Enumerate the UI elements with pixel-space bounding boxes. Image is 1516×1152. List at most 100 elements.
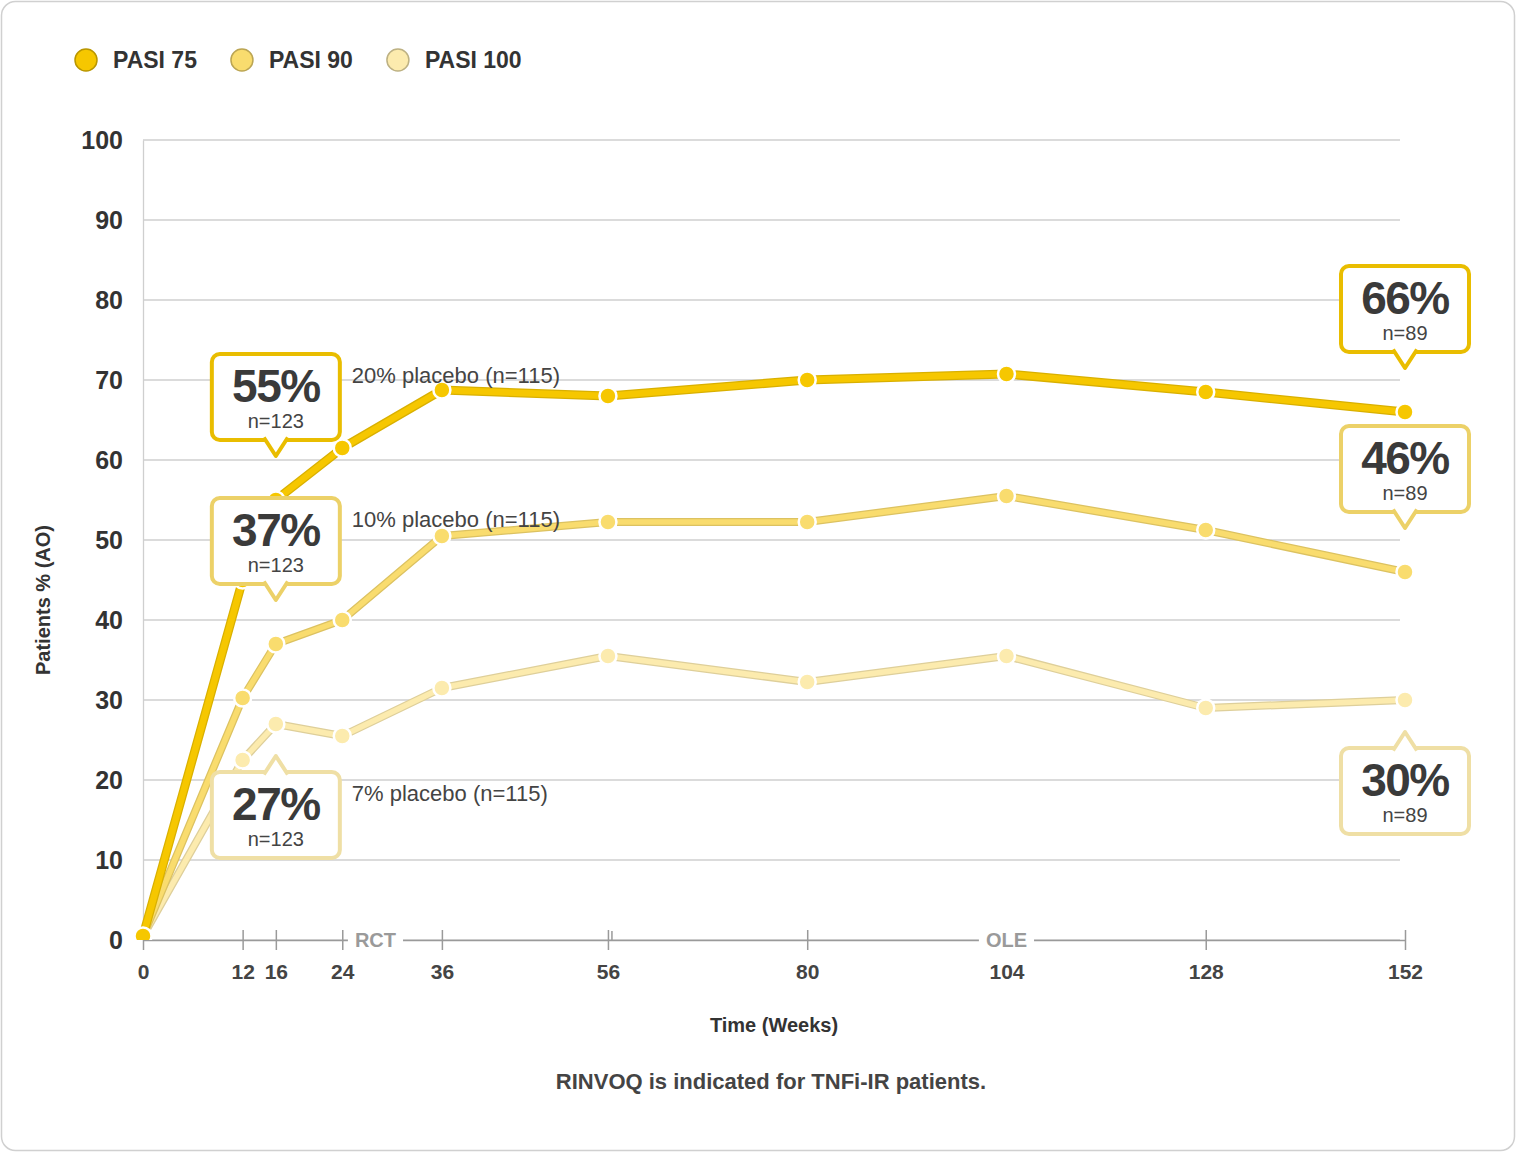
callout-box (1341, 426, 1469, 512)
series-marker (799, 372, 816, 389)
legend-item: PASI 100 (387, 47, 522, 73)
legend-item: PASI 90 (231, 47, 353, 73)
callout-n: n=89 (1382, 322, 1427, 344)
callout-pointer (264, 438, 288, 457)
legend-swatch (387, 49, 409, 71)
callout-label: 55% (232, 360, 320, 412)
callout-label: 66% (1361, 272, 1449, 324)
series (135, 648, 1414, 941)
y-tick-label: 70 (95, 366, 123, 394)
series-marker (1397, 404, 1414, 421)
phase-label: OLE (986, 929, 1027, 951)
y-tick: 100 (81, 126, 143, 154)
callout-box (212, 772, 340, 858)
x-tick-label: 128 (1189, 960, 1224, 983)
x-tick-mark (1405, 930, 1407, 950)
y-axis: 0102030405060708090100 (81, 126, 143, 954)
callout: 27%n=123 (212, 756, 340, 858)
x-tick-mark (1205, 930, 1207, 950)
series-marker (433, 680, 450, 697)
x-axis-line (144, 940, 1406, 942)
series-marker (334, 612, 351, 629)
footnote: RINVOQ is indicated for TNFi-IR patients… (556, 1069, 986, 1094)
chart-svg: 0102030405060708090100012162436568010412… (0, 0, 1516, 1152)
callout-box (1341, 266, 1469, 352)
phases: RCTOLE (143, 928, 1034, 951)
series (135, 366, 1414, 941)
legend: PASI 75 PASI 90 PASI 100 (75, 47, 522, 73)
x-tick-mark (242, 930, 244, 950)
callout: 66%n=89 (1341, 266, 1469, 368)
series (135, 488, 1414, 941)
x-axis-title: Time (Weeks) (710, 1014, 838, 1036)
chart-container: 0102030405060708090100012162436568010412… (0, 0, 1516, 1152)
y-tick-label: 0 (109, 926, 123, 954)
series-marker (799, 674, 816, 691)
x-tick-label: 12 (231, 960, 254, 983)
callout-label: 30% (1361, 754, 1449, 806)
placebo-label: 20% placebo (n=115) (352, 363, 560, 388)
x-tick-mark (807, 930, 809, 950)
series-marker (1397, 692, 1414, 709)
series-marker (1197, 384, 1214, 401)
phase-label-bg (979, 928, 1034, 950)
series-marker (998, 366, 1015, 383)
y-tick-label: 80 (95, 286, 123, 314)
callout-pointer (264, 582, 288, 601)
x-tick-mark (442, 930, 444, 950)
x-tick: 16 (265, 930, 288, 983)
y-axis-line (143, 141, 144, 941)
series-marker (267, 716, 284, 733)
phase-boundary (611, 931, 613, 940)
series-line (143, 374, 1405, 936)
x-tick: 12 (231, 930, 254, 983)
series-line-outline (143, 374, 1405, 936)
x-tick: 80 (796, 930, 819, 983)
callout-box (212, 498, 340, 584)
series-marker (1397, 564, 1414, 581)
callout: 55%n=123 (212, 354, 340, 456)
y-tick: 50 (95, 526, 143, 554)
placebo-label: 10% placebo (n=115) (352, 507, 560, 532)
x-tick-mark (276, 930, 278, 950)
y-tick-label: 10 (95, 846, 123, 874)
callout-n: n=89 (1382, 804, 1427, 826)
grid-line (143, 219, 1400, 220)
series-marker (267, 636, 284, 653)
series-marker (599, 388, 616, 405)
series-line (143, 656, 1405, 936)
series-marker (599, 648, 616, 665)
x-tick: 128 (1189, 930, 1224, 983)
x-tick-mark (342, 930, 344, 950)
x-tick: 36 (431, 930, 454, 983)
y-tick-label: 20 (95, 766, 123, 794)
x-tick-mark (608, 930, 610, 950)
y-tick: 60 (95, 446, 143, 474)
series-marker (334, 440, 351, 457)
y-tick: 10 (95, 846, 143, 874)
callout-pointer (1393, 732, 1417, 751)
x-tick-label: 56 (597, 960, 620, 983)
x-tick-label: 152 (1388, 960, 1423, 983)
y-tick-label: 90 (95, 206, 123, 234)
legend-swatch (75, 49, 97, 71)
legend-label: PASI 75 (113, 47, 197, 73)
grid-line (143, 299, 1400, 300)
series-marker (135, 928, 152, 941)
callout-n: n=89 (1382, 482, 1427, 504)
y-axis-title: Patients % (AO) (32, 525, 54, 675)
legend-item: PASI 75 (75, 47, 197, 73)
y-tick-label: 100 (81, 126, 123, 154)
y-tick: 80 (95, 286, 143, 314)
placebo-label: 7% placebo (n=115) (352, 781, 548, 806)
callout-pointer (1393, 350, 1417, 369)
y-tick: 70 (95, 366, 143, 394)
callout: 30%n=89 (1341, 732, 1469, 834)
grid (143, 140, 1400, 940)
series-marker (799, 514, 816, 531)
series-marker (1197, 522, 1214, 539)
grid-line (143, 139, 1400, 140)
x-tick-label: 0 (138, 960, 150, 983)
y-tick-label: 30 (95, 686, 123, 714)
y-tick: 20 (95, 766, 143, 794)
